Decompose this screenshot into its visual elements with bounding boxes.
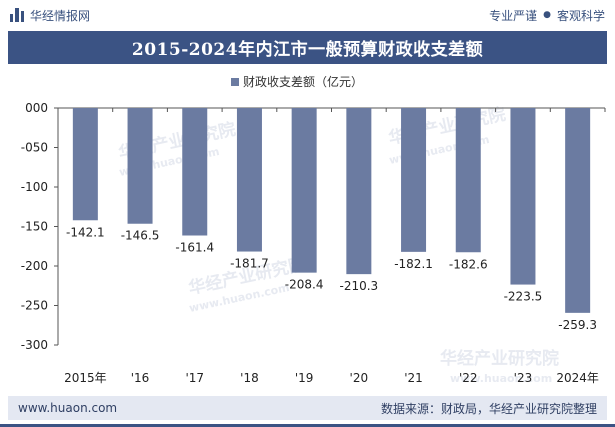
x-tick-label: '22 [459,371,478,385]
bar [291,108,317,273]
x-tick-label: '19 [295,371,314,385]
bar-value-label: -182.1 [394,257,433,271]
brand: 华经情报网 [10,7,90,24]
bar-value-label: -210.3 [340,279,379,293]
chart-legend: 财政收支差额（亿元） [231,74,363,89]
x-tick-label: '23 [514,371,533,385]
y-tick-label: 000 [25,101,48,115]
bar-value-label: -259.3 [558,318,597,332]
brand-logo-icon [10,8,24,22]
x-tick-label: '16 [131,371,150,385]
data-labels: -142.1 -146.5 -161.4 -181.7 -208.4 -210.3 -182… [66,225,597,332]
bar [72,108,98,221]
bar-value-label: -142.1 [66,225,105,239]
bar-value-label: -161.4 [175,241,214,255]
bar-value-label: -208.4 [285,278,324,292]
x-tick-label: '17 [185,371,204,385]
bar [455,108,481,253]
x-tick-label: 2024年 [556,371,599,385]
y-tick-label: -100 [21,180,48,194]
x-tick-label: '18 [240,371,259,385]
bar [182,108,208,236]
y-tick-label: -150 [21,220,48,234]
bar [236,108,262,252]
watermark-text: 华经产业研究院 [440,348,559,369]
header-slogan: 专业严谨 ● 客观科学 [489,7,605,24]
bar [565,108,591,313]
legend-label: 财政收支差额（亿元） [243,74,363,89]
slogan-separator: ● [543,10,551,20]
chart-title: 2015-2024年内江市一般预算财政收支差额 [131,40,484,60]
footer-bar: www.huaon.com 数据来源：财政局，华经产业研究院整理 [8,396,607,420]
brand-name: 华经情报网 [30,8,91,23]
bar-value-label: -146.5 [121,229,160,243]
header-bar: 华经情报网 专业严谨 ● 客观科学 [0,0,615,30]
bar-series [72,108,591,313]
bar-chart: 华经产业研究院www.huaon.com华经产业研究院www.huaon.com… [21,74,606,385]
bar-value-label: -223.5 [504,290,543,304]
chart-axes: 000 -050 -100 -150 -200 -250 -300 2015年 '16 '17 '1… [21,101,606,385]
x-tick-label: 2015年 [64,371,107,385]
legend-swatch [231,78,239,86]
bar [510,108,536,285]
watermark-text: www.huaon.com [450,372,552,385]
bar [127,108,153,224]
bar [346,108,372,275]
footer-source: 数据来源：财政局，华经产业研究院整理 [380,401,597,416]
y-tick-label: -200 [21,259,48,273]
bar-value-label: -182.6 [449,257,488,271]
footer-website: www.huaon.com [18,401,118,415]
y-tick-label: -250 [21,299,48,313]
x-tick-label: '21 [404,371,423,385]
x-tick-label: '20 [350,371,369,385]
y-tick-label: -050 [21,141,48,155]
slogan-right: 客观科学 [556,8,605,23]
bottom-rule [0,424,615,427]
chart-title-bar: 2015-2024年内江市一般预算财政收支差额 [8,31,607,64]
y-tick-label: -300 [21,338,48,352]
bar-value-label: -181.7 [230,257,269,271]
slogan-left: 专业严谨 [489,8,538,23]
bar [401,108,427,252]
